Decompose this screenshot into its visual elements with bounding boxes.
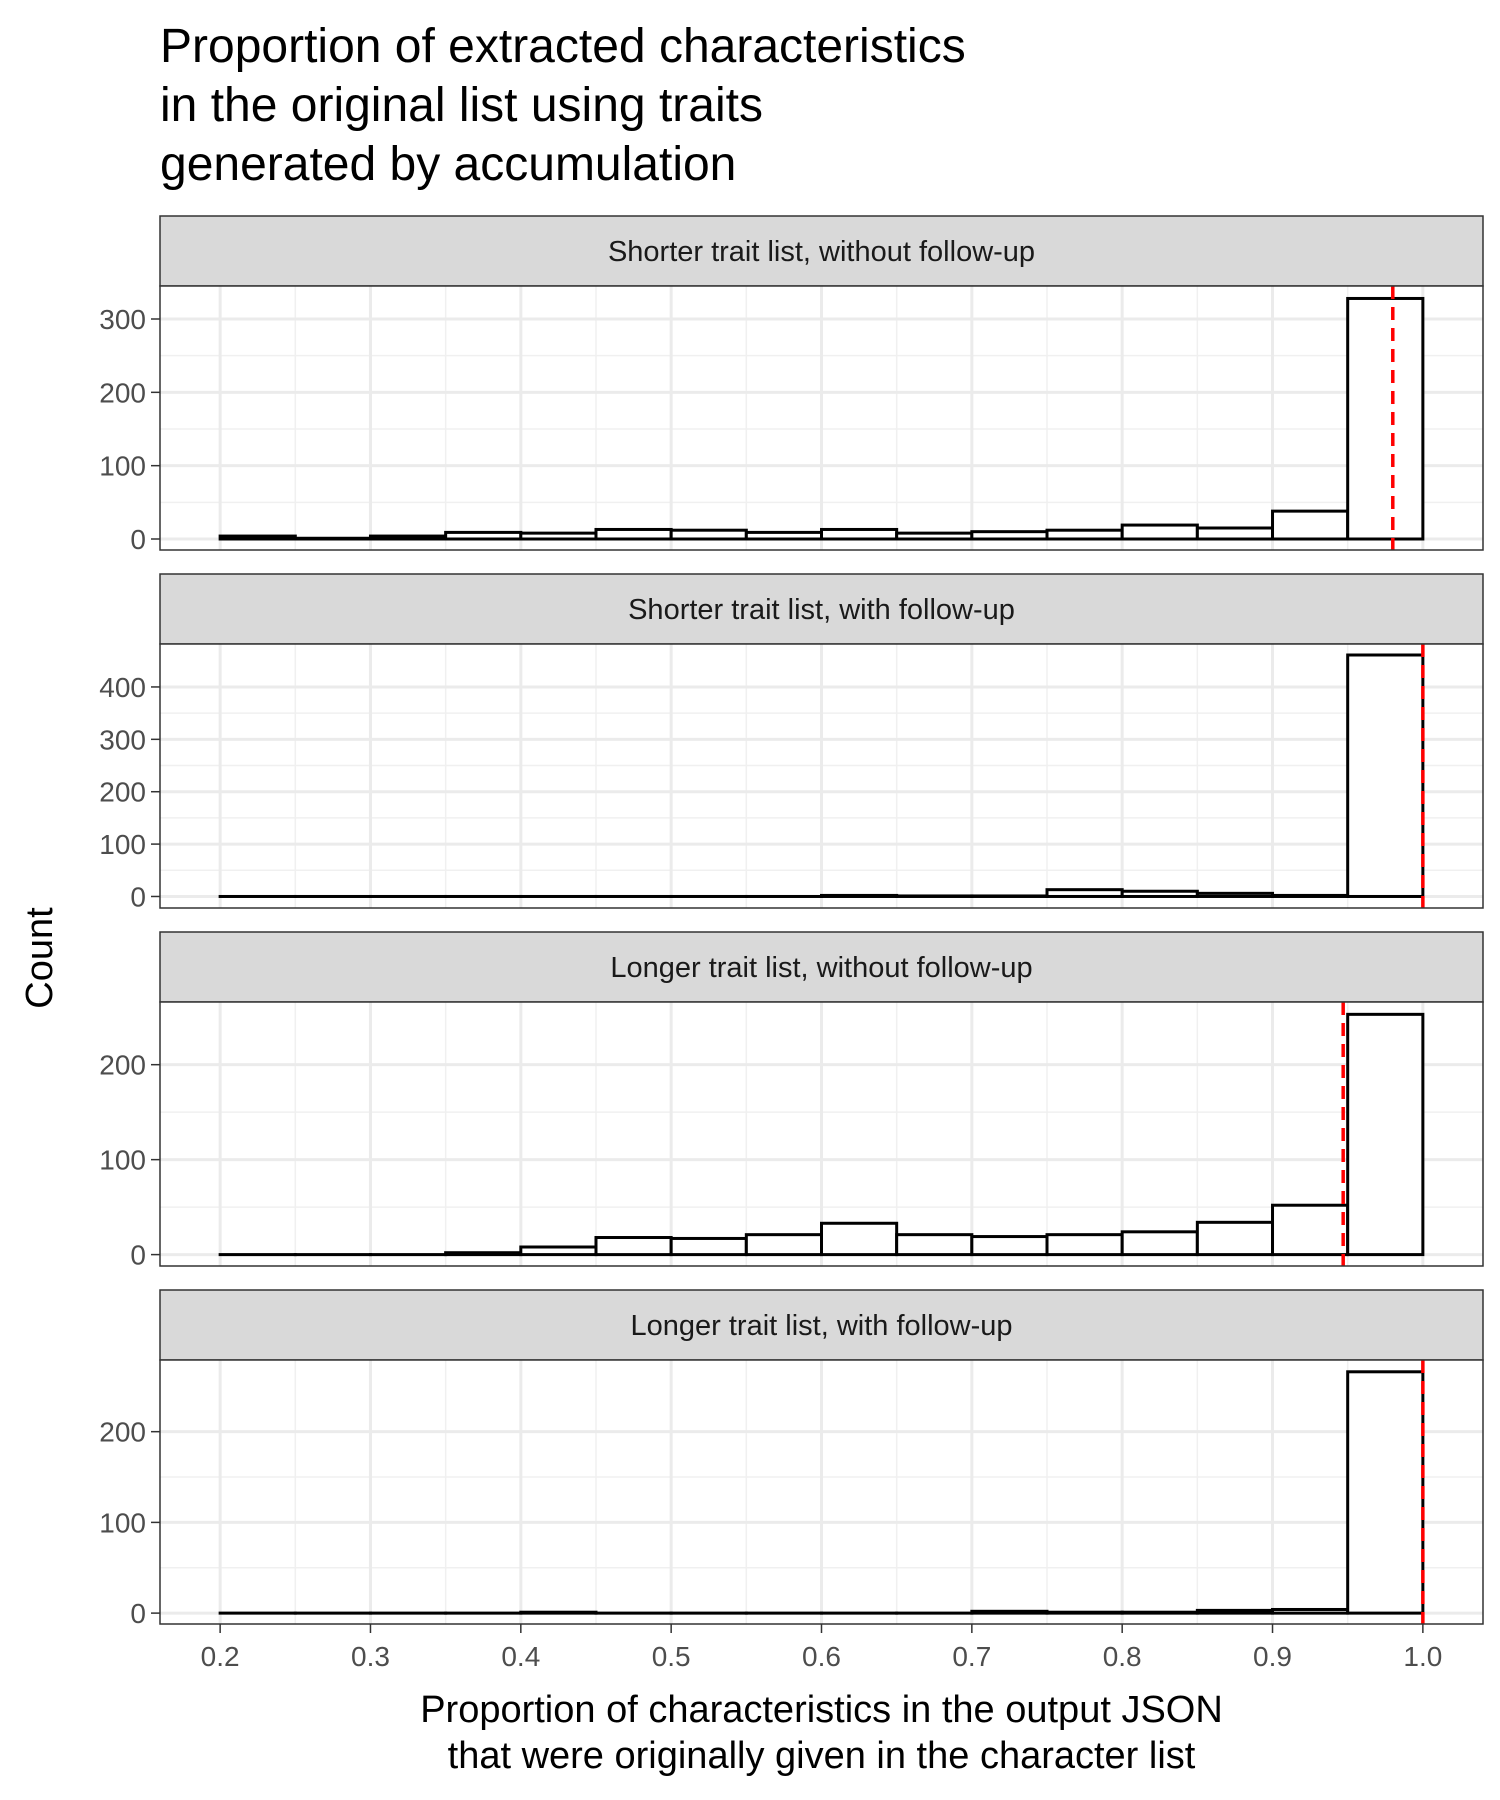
chart-title-line: in the original list using traits [160,79,763,132]
y-tick-label: 300 [99,304,146,335]
facet-strip [159,1289,1484,1361]
histogram-bar [1120,1230,1199,1257]
histogram-bar [519,531,598,541]
x-axis: 0.2 0.3 0.4 0.5 0.6 0.7 0.8 0.9 1.0 [201,1624,1442,1672]
facet-panel: Longer trait list, without follow-up 0 100… [99,931,1484,1271]
histogram-bar [895,1233,974,1257]
x-tick-label: 0.3 [351,1641,390,1672]
x-axis-title-line: that were originally given in the charac… [448,1735,1196,1777]
histogram-bar [519,1245,598,1257]
x-tick-label: 0.8 [1103,1641,1142,1672]
histogram-bar [895,894,974,898]
x-axis-title: Proportion of characteristics in the out… [420,1689,1223,1777]
histogram-bar [368,534,448,541]
histogram-bar [669,1236,748,1257]
panel-border [159,1001,1484,1267]
x-tick-label: 1.0 [1403,1641,1442,1672]
facet-strip [159,573,1484,645]
facet-strip-label: Shorter trait list, without follow-up [608,236,1035,268]
y-tick-label: 400 [99,672,146,703]
facet-strip-label: Longer trait list, with follow-up [631,1310,1013,1342]
histogram-bar [1346,296,1425,541]
histogram-bar [1271,893,1350,898]
histogram-bar [293,536,372,541]
histogram-bar [1346,653,1425,898]
histogram-bar [1195,1608,1275,1615]
histogram-bar [1346,1370,1425,1615]
y-tick-label: 100 [99,829,146,860]
histogram-bar [1045,1610,1124,1615]
histogram-bar [1271,1203,1350,1257]
y-tick-label: 0 [130,1240,146,1271]
facet-strip [159,931,1484,1003]
histogram-bar [1195,526,1275,541]
y-tick-label: 100 [99,1145,146,1176]
x-tick-label: 0.5 [652,1641,691,1672]
panel-border [159,285,1484,551]
chart-title: Proportion of extracted characteristics i… [160,20,966,191]
x-tick-label: 0.2 [201,1641,240,1672]
facet-panel: Shorter trait list, with follow-up 0 100 20… [99,573,1484,912]
histogram-bar [820,893,899,898]
histogram-bar [1195,891,1275,898]
histogram-bar [970,894,1049,898]
histogram-bar [444,530,523,541]
histogram-bar [820,527,899,541]
y-tick-label: 200 [99,1050,146,1081]
x-tick-label: 0.7 [952,1641,991,1672]
histogram-bar [1271,1607,1350,1615]
histogram-bar [744,530,823,541]
histogram-bar [1045,888,1124,898]
facet-strip [159,215,1484,287]
facet-panel: Longer trait list, with follow-up 0 100 200 [99,1289,1484,1629]
histogram-bar [519,1610,598,1615]
facet-panels: Shorter trait list, without follow-up 0 10… [99,215,1484,1629]
y-tick-label: 0 [130,1598,146,1629]
histogram-bar [218,534,297,541]
histogram-bar [1271,509,1350,541]
x-tick-label: 0.9 [1253,1641,1292,1672]
histogram-bar [970,1235,1049,1257]
y-tick-label: 200 [99,777,146,808]
histogram-bar [1195,1220,1275,1257]
histogram-bar [1045,1233,1124,1257]
y-tick-label: 100 [99,451,146,482]
histogram-bar [1045,528,1124,541]
histogram-bar [1120,889,1199,898]
histogram-bar [970,530,1049,541]
y-axis-title: Count [19,907,61,1009]
x-tick-label: 0.4 [501,1641,540,1672]
histogram-bar [895,531,974,541]
chart-title-line: generated by accumulation [160,138,736,191]
histogram-bar [1120,523,1199,541]
histogram-bar [820,1221,899,1257]
chart-title-line: Proportion of extracted characteristics [160,20,966,73]
y-tick-label: 0 [130,881,146,912]
histogram-bar [1346,1012,1425,1257]
histogram-bar [970,1609,1049,1615]
y-tick-label: 300 [99,724,146,755]
facet-strip-label: Longer trait list, without follow-up [610,952,1032,984]
histogram-bar [594,1236,673,1257]
panel-border [159,643,1484,909]
y-tick-label: 0 [130,524,146,555]
facet-panel: Shorter trait list, without follow-up 0 10… [99,215,1484,555]
y-tick-label: 200 [99,377,146,408]
histogram-bar [669,528,748,541]
x-tick-label: 0.6 [802,1641,841,1672]
histogram-bar [1120,1610,1199,1615]
facet-strip-label: Shorter trait list, with follow-up [628,594,1015,626]
histogram-bar [594,527,673,541]
histogram-bar [444,1251,523,1257]
x-axis-title-line: Proportion of characteristics in the out… [420,1689,1223,1731]
histogram-bar [744,1233,823,1257]
y-tick-label: 100 [99,1507,146,1538]
y-tick-label: 200 [99,1417,146,1448]
